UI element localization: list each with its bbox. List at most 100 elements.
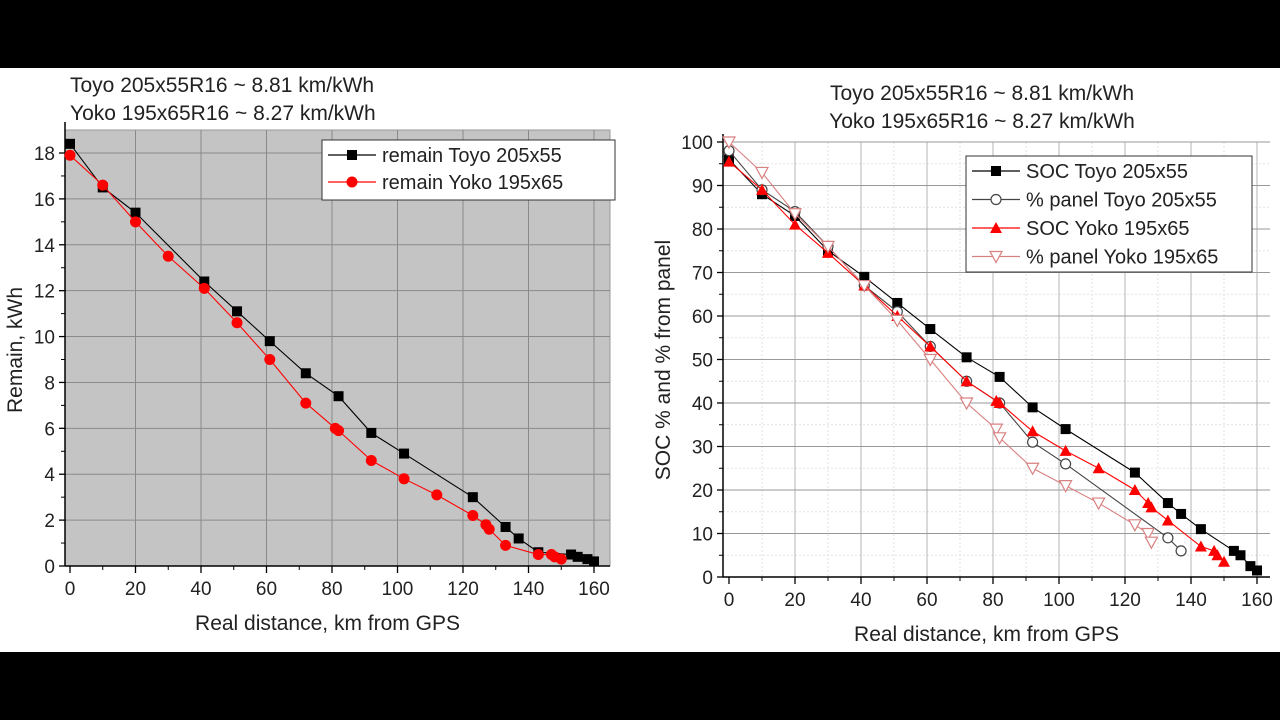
data-point <box>857 279 872 293</box>
data-point <box>231 317 243 329</box>
x-tick-label: 0 <box>65 579 76 600</box>
data-point <box>264 336 275 347</box>
x-axis-label: Real distance, km from GPS <box>195 612 460 635</box>
data-point <box>859 271 870 282</box>
data-point <box>1195 524 1206 535</box>
data-point <box>890 314 905 328</box>
x-tick-label: 120 <box>447 579 479 600</box>
data-point <box>1026 436 1039 448</box>
series-line <box>728 141 1152 543</box>
data-point <box>789 218 801 230</box>
x-tick-label: 100 <box>1043 590 1075 611</box>
data-point <box>892 297 903 308</box>
data-point <box>333 425 345 437</box>
chart-title-line: Toyo 205x55R16 ~ 8.81 km/kWh <box>830 82 1134 105</box>
data-point <box>993 397 1006 408</box>
legend-marker <box>347 150 357 160</box>
y-axis-label: Remain, kWh <box>4 287 27 413</box>
x-tick-label: 100 <box>382 579 414 600</box>
data-point <box>959 397 974 411</box>
legend: SOC Toyo 205x55 % panel Toyo 205x55 SOC Yo… <box>965 155 1253 273</box>
data-point <box>300 368 311 379</box>
data-point <box>64 149 76 161</box>
y-tick-label: 50 <box>692 351 713 372</box>
data-point <box>365 454 377 466</box>
data-point <box>566 549 577 560</box>
data-point <box>1144 536 1159 550</box>
data-point <box>366 427 377 438</box>
data-point <box>1145 501 1158 513</box>
data-point <box>756 183 768 195</box>
data-point <box>300 397 312 409</box>
data-point <box>1141 527 1156 541</box>
data-point <box>1176 508 1187 519</box>
data-point <box>1235 550 1246 561</box>
y-tick-label: 80 <box>692 220 713 241</box>
y-axis-label: SOC % and % from panel <box>652 240 675 480</box>
legend-marker <box>991 166 1001 176</box>
data-point <box>1245 561 1256 572</box>
data-point <box>467 510 479 522</box>
data-point <box>532 549 544 561</box>
y-tick-label: 6 <box>44 419 55 440</box>
data-point <box>500 521 511 532</box>
data-point <box>923 353 938 367</box>
x-tick-label: 120 <box>1109 590 1141 611</box>
y-tick-label: 12 <box>34 282 55 303</box>
data-point <box>572 551 583 562</box>
y-tick-label: 2 <box>44 511 55 532</box>
y-tick-label: 90 <box>692 177 713 198</box>
data-point <box>820 240 836 254</box>
data-point <box>721 136 737 150</box>
data-point <box>960 375 973 387</box>
data-point <box>992 432 1007 446</box>
y-tick-label: 0 <box>44 557 55 578</box>
legend-marker <box>990 222 1002 233</box>
series-remain-yoko-195x65 <box>64 149 567 565</box>
x-tick-label: 0 <box>724 590 735 611</box>
figure-svg: 0 20 40 60 80 100 120 140 160024681012141618Real… <box>4 74 1273 646</box>
data-point <box>1252 565 1262 576</box>
legend-marker <box>346 176 358 188</box>
data-point <box>1129 467 1140 478</box>
data-point <box>589 556 599 567</box>
legend-label: % panel Yoko 195x65 <box>1026 247 1218 269</box>
data-point <box>989 423 1004 437</box>
legend-box <box>965 155 1253 273</box>
data-point <box>264 354 276 365</box>
data-point <box>994 371 1005 382</box>
data-point <box>1194 540 1207 552</box>
x-tick-label: 160 <box>578 579 610 600</box>
data-point <box>513 533 524 544</box>
legend-marker <box>990 193 1002 206</box>
data-point <box>1060 424 1071 435</box>
x-tick-label: 20 <box>784 590 805 611</box>
legend-label: remain Yoko 195x65 <box>382 172 563 194</box>
data-point <box>398 473 410 485</box>
data-point <box>1059 458 1072 470</box>
x-tick-label: 80 <box>982 590 1003 611</box>
data-point <box>1175 545 1187 557</box>
data-point <box>1161 514 1174 526</box>
legend-label: % panel Toyo 205x55 <box>1026 190 1217 212</box>
y-tick-label: 30 <box>692 438 713 459</box>
data-point <box>555 553 567 565</box>
legend-box <box>321 139 616 201</box>
chart-1: 0 20 40 60 80 100 120 140 160 0 2 4 6 8 10 12 14 16 18 Real… <box>4 74 616 635</box>
x-tick-label: 40 <box>190 579 211 600</box>
data-point <box>924 340 937 352</box>
data-point <box>399 448 410 459</box>
x-tick-label: 20 <box>125 579 146 600</box>
data-point <box>65 138 75 149</box>
chart-title-line: Yoko 195x65R16 ~ 8.27 km/kWh <box>70 102 376 125</box>
data-point <box>723 155 735 167</box>
data-point <box>1211 549 1224 561</box>
y-tick-label: 18 <box>34 144 55 165</box>
data-point <box>467 492 478 503</box>
data-point <box>1127 519 1142 533</box>
data-point <box>1091 497 1106 511</box>
data-point <box>130 207 141 218</box>
data-point <box>333 391 344 402</box>
data-point <box>787 208 803 222</box>
data-point <box>1058 480 1073 493</box>
